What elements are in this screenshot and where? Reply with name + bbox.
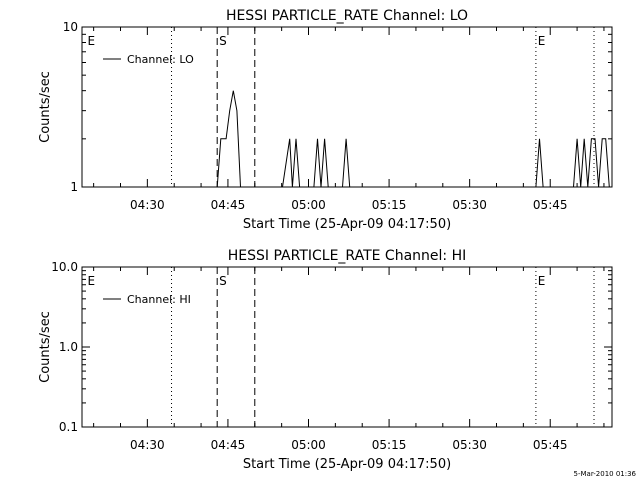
panel1-chart-title: HESSI PARTICLE_RATE Channel: LO bbox=[226, 8, 468, 24]
panel2-event-marker-e: E bbox=[538, 274, 546, 288]
panel2-x-tick-label: 05:30 bbox=[452, 438, 487, 452]
panel2-legend-label: Channel: HI bbox=[127, 293, 191, 306]
panel2-x-tick-label: 04:45 bbox=[211, 438, 246, 452]
panel1-plot-frame bbox=[81, 26, 613, 188]
panel2-y-tick-label: 1.0 bbox=[59, 340, 78, 354]
panel1-y-axis-label: Counts/sec bbox=[38, 71, 53, 143]
panel1-x-tick-label: 05:45 bbox=[533, 198, 568, 212]
panel1-x-tick-label: 05:15 bbox=[372, 198, 407, 212]
panel2-y-axis-label: Counts/sec bbox=[38, 311, 53, 383]
panel1-x-tick-label: 04:30 bbox=[130, 198, 165, 212]
panel1-event-marker-e: E bbox=[538, 34, 546, 48]
panel1-event-marker-s: S bbox=[219, 34, 227, 48]
panel2-x-axis-label: Start Time (25-Apr-09 04:17:50) bbox=[243, 457, 451, 472]
panel1-y-tick-label: 1 bbox=[70, 180, 78, 194]
panel2-y-tick-label: 10.0 bbox=[51, 260, 78, 274]
panel1-event-marker-e: E bbox=[87, 34, 95, 48]
panel2-x-tick-label: 05:15 bbox=[372, 438, 407, 452]
panel2-x-tick-label: 05:45 bbox=[533, 438, 568, 452]
panel2-y-tick-label: 0.1 bbox=[59, 420, 78, 434]
panel1-y-tick-label: 10 bbox=[63, 20, 78, 34]
panel2-plot-frame bbox=[81, 266, 613, 428]
panel1-x-tick-label: 04:45 bbox=[211, 198, 246, 212]
panel1-legend-label: Channel: LO bbox=[127, 53, 194, 66]
panel2-event-marker-e: E bbox=[87, 274, 95, 288]
panel2-event-marker-s: S bbox=[219, 274, 227, 288]
panel2-chart-title: HESSI PARTICLE_RATE Channel: HI bbox=[228, 248, 466, 264]
panel1-series-line-0 bbox=[82, 90, 612, 188]
panel2-x-tick-label: 04:30 bbox=[130, 438, 165, 452]
panel1-x-axis-label: Start Time (25-Apr-09 04:17:50) bbox=[243, 217, 451, 232]
panel2-x-tick-label: 05:00 bbox=[291, 438, 326, 452]
panel1-x-tick-label: 05:30 bbox=[452, 198, 487, 212]
panel1-x-tick-label: 05:00 bbox=[291, 198, 326, 212]
footer-timestamp: 5-Mar-2010 01:36 bbox=[574, 470, 637, 478]
